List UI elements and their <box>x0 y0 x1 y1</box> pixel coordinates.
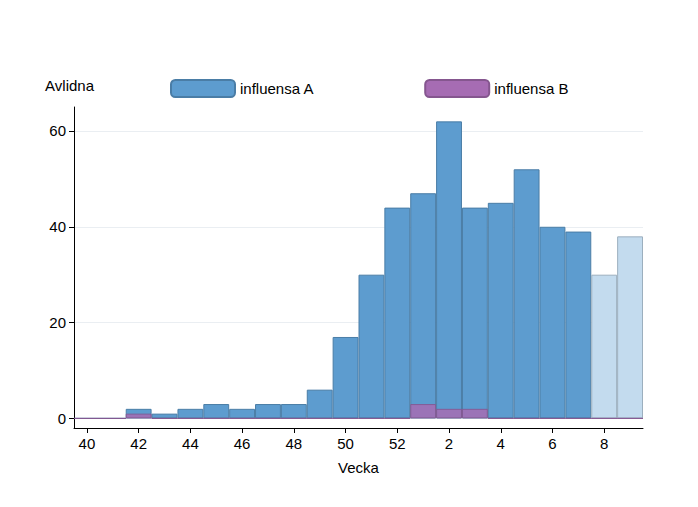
svg-text:8: 8 <box>600 435 608 452</box>
svg-text:6: 6 <box>548 435 556 452</box>
svg-text:20: 20 <box>49 314 66 331</box>
svg-text:Vecka: Vecka <box>338 459 380 476</box>
svg-text:Avlidna: Avlidna <box>45 77 95 94</box>
svg-text:4: 4 <box>497 435 505 452</box>
svg-text:46: 46 <box>234 435 251 452</box>
svg-text:2: 2 <box>445 435 453 452</box>
svg-text:40: 40 <box>79 435 96 452</box>
svg-text:44: 44 <box>182 435 199 452</box>
svg-text:influensa B: influensa B <box>494 80 568 97</box>
svg-text:42: 42 <box>130 435 147 452</box>
svg-text:52: 52 <box>389 435 406 452</box>
svg-text:influensa A: influensa A <box>240 80 313 97</box>
svg-text:50: 50 <box>337 435 354 452</box>
svg-text:40: 40 <box>49 218 66 235</box>
svg-text:48: 48 <box>285 435 302 452</box>
svg-text:60: 60 <box>49 122 66 139</box>
svg-text:0: 0 <box>58 410 66 427</box>
